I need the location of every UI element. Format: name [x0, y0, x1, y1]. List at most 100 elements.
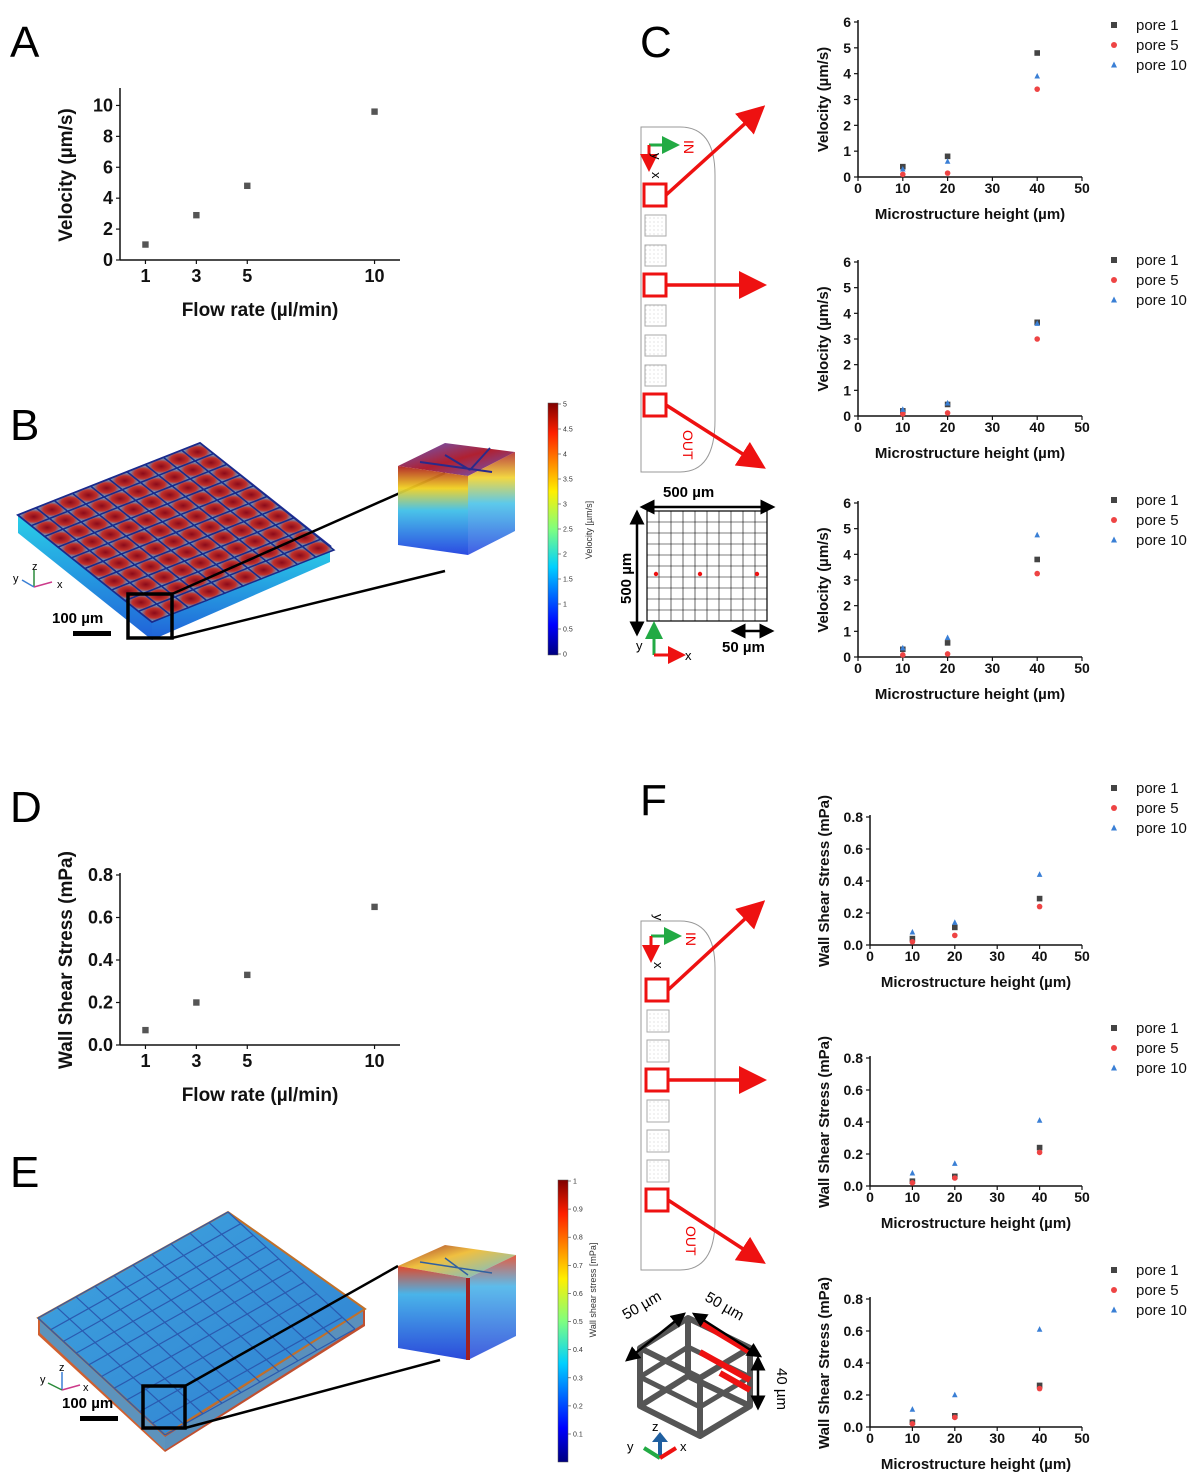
- pore-cell: [300, 538, 336, 559]
- y-tick-label: 3: [843, 331, 851, 347]
- data-point: [909, 1421, 916, 1427]
- y-tick-label: 0.6: [844, 841, 864, 857]
- legend-marker: [1111, 1064, 1117, 1071]
- x-tick-label: 10: [905, 1430, 921, 1446]
- x-tick-label: 20: [947, 1430, 963, 1446]
- legend-label: pore 5: [1136, 272, 1179, 289]
- legend-label: pore 5: [1136, 512, 1179, 529]
- legend-marker: [1111, 1267, 1117, 1273]
- x-tick-label: 40: [1032, 1430, 1048, 1446]
- legend-label: pore 10: [1136, 57, 1187, 74]
- data-point: [900, 411, 906, 417]
- x-tick-label: 10: [365, 1051, 385, 1071]
- chart-shear-outlet: 0 10 20 30 40 50 0.0 0.2 0.4 0.6 0.8 Microstructure…: [816, 1262, 1187, 1473]
- axisE-z-label: z: [59, 1362, 65, 1374]
- x-tick-label: 0: [854, 419, 862, 435]
- axis-z-label: z: [32, 561, 38, 573]
- y-tick-label: 0: [103, 250, 113, 270]
- x-axis-title: Microstructure height (µm): [875, 686, 1065, 703]
- arrow-to-chart-1: [664, 105, 766, 197]
- legend-label: pore 5: [1136, 37, 1179, 54]
- x-tick-label: 30: [989, 1189, 1005, 1205]
- legend-label: pore 1: [1136, 17, 1179, 34]
- legend-marker: [1111, 22, 1117, 28]
- grid-line: [189, 1232, 318, 1351]
- grid-line: [151, 1253, 280, 1372]
- colorbar-tick-label: 0.8: [573, 1235, 583, 1242]
- slab-pore-cells: [16, 442, 336, 623]
- legend-label: pore 10: [1136, 820, 1187, 837]
- legend-marker: [1111, 1025, 1117, 1031]
- outletF-label: OUT: [683, 1226, 699, 1256]
- colorbar-tick-label: 0.6: [573, 1291, 583, 1298]
- data-point: [1036, 871, 1043, 877]
- axisE-y-label: y: [40, 1374, 46, 1386]
- y-tick-label: 0.6: [88, 908, 113, 928]
- velocity-colorbar: [547, 402, 559, 656]
- panel-letter-e: E: [10, 1148, 39, 1197]
- axis-y-label: y: [13, 573, 19, 585]
- panel-letter-d: D: [10, 783, 42, 832]
- cube-grid-lines: [419, 447, 493, 473]
- data-point: [193, 999, 200, 1006]
- data-point: [1034, 556, 1040, 563]
- cube-label-right: 50 µm: [702, 1289, 747, 1325]
- shear-colorbar-ticks: 1 0.9 0.8 0.7 0.6 0.5 0.4 0.3 0.2 0.1: [568, 1179, 583, 1439]
- y-tick-label: 0.4: [88, 950, 113, 970]
- poreF-1-marker: [644, 977, 670, 1003]
- scale-bar-label: 100 µm: [52, 610, 103, 627]
- x-tick-label: 10: [895, 660, 911, 676]
- x-tick-label: 1: [140, 1051, 150, 1071]
- cube-right: [468, 452, 515, 555]
- legend-marker: [1111, 536, 1117, 543]
- colorbar-tick-label: 1.5: [563, 577, 573, 584]
- y-tick-label: 0.0: [844, 1178, 864, 1194]
- zoomed-pore-cube-e: [398, 1245, 516, 1360]
- y-tick-label: 4: [843, 305, 851, 321]
- zoom-line-bottom-e: [184, 1358, 441, 1430]
- y-tick-label: 0.2: [844, 1146, 864, 1162]
- y-tick-label: 0: [843, 408, 851, 424]
- cube-width-arrow: [625, 1312, 686, 1362]
- pore-1-marker: [642, 182, 668, 208]
- legend-label: pore 5: [1136, 1040, 1179, 1057]
- sample-point-5: [697, 571, 703, 577]
- cube-depth-arrow: [691, 1312, 763, 1358]
- colorbar-tick-label: 0.7: [573, 1263, 583, 1270]
- channelF-outline: [640, 920, 716, 1271]
- chart-velocity-outlet: 0 10 20 30 40 50 0 1 2 3 4 5 6 Microstructure height …: [815, 492, 1187, 703]
- data-point: [1036, 1382, 1043, 1389]
- sample-point-10: [754, 571, 760, 577]
- x-axis-title: Microstructure height (µm): [881, 1456, 1071, 1473]
- x-tick-label: 3: [191, 1051, 201, 1071]
- x-axis-title: Microstructure height (µm): [875, 445, 1065, 462]
- data-point: [909, 928, 916, 935]
- x-axis-title: Flow rate (µl/min): [182, 300, 339, 321]
- y-axis-title: Wall Shear Stress (mPa): [816, 795, 833, 967]
- colorbar-tick-label: 3: [563, 502, 567, 509]
- colorbar-tick-label: 2.5: [563, 527, 573, 534]
- y-tick-label: 0.4: [844, 1355, 864, 1371]
- chart-velocity-inlet: 0 10 20 30 40 50 0 1 2 3 4 5 6 Microstructure height …: [815, 14, 1187, 223]
- red-strut-1: [698, 1319, 752, 1355]
- legend-marker: [1111, 257, 1117, 263]
- data-point: [909, 1169, 916, 1176]
- velocity-colorbar-ticks: 5 4.5 4 3.5 3 2.5 2 1.5 1 0.5 0: [558, 402, 573, 659]
- panel-letter-c: C: [640, 18, 672, 67]
- y-axis-title: Wall Shear Stress (mPa): [56, 851, 77, 1069]
- y-axis-title: Velocity (µm/s): [56, 108, 77, 241]
- x-tick-label: 0: [866, 1430, 874, 1446]
- colorbar-tick-label: 1: [573, 1179, 577, 1186]
- simulation-shear-render: z y x 100 µm 1 0.9 0.8 0.7 0.6 0.5 0.4 0.3 0.2 0.…: [36, 1179, 598, 1463]
- x-tick-label: 40: [1029, 180, 1045, 196]
- x-tick-label: 10: [895, 180, 911, 196]
- x-axis-title: Microstructure height (µm): [881, 1215, 1071, 1232]
- y-tick-label: 1: [843, 382, 851, 398]
- y-tick-label: 0.2: [844, 905, 864, 921]
- channel-diagram-f: y x IN OUT: [640, 900, 767, 1271]
- grid-line: [208, 1222, 337, 1341]
- pitch-label: 50 µm: [722, 639, 765, 656]
- colorbar-tick-label: 0.2: [573, 1403, 583, 1410]
- data-point: [1036, 1149, 1043, 1156]
- x-tick-label: 50: [1074, 660, 1090, 676]
